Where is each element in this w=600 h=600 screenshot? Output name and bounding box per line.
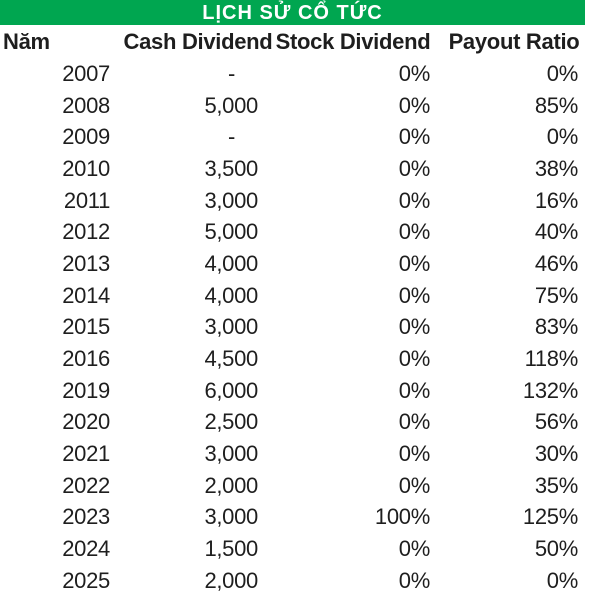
- cash-dividend-cell: 3,000: [204, 187, 258, 213]
- table-row: 2020 2,500 0% 56%: [0, 407, 585, 439]
- stock-dividend-cell: 0%: [398, 187, 431, 213]
- stock-dividend-cell: 0%: [398, 155, 431, 181]
- year-cell: 2020: [62, 409, 110, 435]
- table-row: 2019 6,000 0% 132%: [0, 375, 585, 407]
- table-row: 2021 3,000 0% 30%: [0, 438, 585, 470]
- column-header-stock-dividend: Stock Dividend: [275, 28, 431, 54]
- table-row: 2015 3,000 0% 83%: [0, 312, 585, 344]
- cash-dividend-cell: 5,000: [204, 92, 258, 118]
- stock-dividend-cell: 0%: [398, 441, 431, 467]
- payout-ratio-cell: 125%: [522, 504, 578, 530]
- payout-ratio-cell: 0%: [546, 124, 579, 150]
- table-row: 2025 2,000 0% 0%: [0, 565, 585, 597]
- year-cell: 2009: [62, 124, 110, 150]
- payout-ratio-cell: 30%: [534, 441, 578, 467]
- column-header-year: Năm: [3, 28, 50, 54]
- table-row: 2013 4,000 0% 46%: [0, 248, 585, 280]
- stock-dividend-cell: 0%: [398, 92, 431, 118]
- stock-dividend-cell: 0%: [398, 250, 431, 276]
- table-row: 2012 5,000 0% 40%: [0, 216, 585, 248]
- payout-ratio-cell: 83%: [534, 314, 578, 340]
- payout-ratio-cell: 50%: [534, 536, 578, 562]
- payout-ratio-cell: 85%: [534, 92, 578, 118]
- year-cell: 2021: [62, 441, 110, 467]
- payout-ratio-cell: 132%: [522, 377, 578, 403]
- table-row: 2014 4,000 0% 75%: [0, 280, 585, 312]
- payout-ratio-cell: 35%: [534, 472, 578, 498]
- table-row: 2011 3,000 0% 16%: [0, 185, 585, 217]
- cash-dividend-cell: 4,000: [204, 282, 258, 308]
- table-header-row: Năm Cash Dividend Stock Dividend Payout …: [0, 25, 585, 58]
- column-header-payout-ratio: Payout Ratio: [448, 28, 580, 54]
- cash-dividend-cell: 6,000: [204, 377, 258, 403]
- table-title: LỊCH SỬ CỔ TỨC: [202, 1, 383, 24]
- payout-ratio-cell: 46%: [534, 250, 578, 276]
- stock-dividend-cell: 0%: [398, 314, 431, 340]
- stock-dividend-cell: 0%: [398, 536, 431, 562]
- stock-dividend-cell: 100%: [374, 504, 430, 530]
- payout-ratio-cell: 118%: [524, 346, 579, 372]
- cash-dividend-cell: 2,000: [204, 567, 258, 593]
- payout-ratio-cell: 16%: [534, 187, 578, 213]
- year-cell: 2022: [62, 472, 110, 498]
- table-row: 2007 - 0% 0%: [0, 58, 585, 90]
- table-body: 2007 - 0% 0% 2008 5,000 0% 85% 2009 - 0%…: [0, 58, 600, 597]
- year-cell: 2025: [62, 567, 110, 593]
- stock-dividend-cell: 0%: [398, 567, 431, 593]
- cash-dividend-cell: 3,000: [204, 504, 258, 530]
- stock-dividend-cell: 0%: [398, 409, 431, 435]
- stock-dividend-cell: 0%: [398, 219, 431, 245]
- year-cell: 2016: [62, 346, 110, 372]
- year-cell: 2012: [62, 219, 110, 245]
- table-row: 2008 5,000 0% 85%: [0, 90, 585, 122]
- cash-dividend-cell: 4,500: [204, 346, 258, 372]
- cash-dividend-cell: 3,000: [204, 441, 258, 467]
- payout-ratio-cell: 40%: [534, 219, 578, 245]
- cash-dividend-cell: 2,000: [204, 472, 258, 498]
- year-cell: 2023: [62, 504, 110, 530]
- cash-dividend-cell: -: [227, 124, 235, 150]
- stock-dividend-cell: 0%: [398, 472, 431, 498]
- table-title-bar: LỊCH SỬ CỔ TỨC: [0, 0, 585, 25]
- cash-dividend-cell: 3,500: [204, 155, 258, 181]
- payout-ratio-cell: 56%: [534, 409, 578, 435]
- payout-ratio-cell: 0%: [546, 60, 579, 86]
- stock-dividend-cell: 0%: [398, 377, 431, 403]
- cash-dividend-cell: 2,500: [204, 409, 258, 435]
- stock-dividend-cell: 0%: [398, 60, 431, 86]
- table-row: 2023 3,000 100% 125%: [0, 502, 585, 534]
- year-cell: 2010: [62, 155, 110, 181]
- stock-dividend-cell: 0%: [398, 124, 431, 150]
- cash-dividend-cell: 3,000: [204, 314, 258, 340]
- table-row: 2024 1,500 0% 50%: [0, 533, 585, 565]
- year-cell: 2024: [62, 536, 110, 562]
- payout-ratio-cell: 38%: [534, 155, 578, 181]
- year-cell: 2008: [62, 92, 110, 118]
- cash-dividend-cell: -: [227, 60, 235, 86]
- payout-ratio-cell: 0%: [546, 567, 579, 593]
- table-row: 2009 - 0% 0%: [0, 121, 585, 153]
- cash-dividend-cell: 4,000: [204, 250, 258, 276]
- cash-dividend-cell: 5,000: [204, 219, 258, 245]
- year-cell: 2011: [63, 187, 110, 213]
- table-row: 2016 4,500 0% 118%: [0, 343, 585, 375]
- year-cell: 2014: [62, 282, 110, 308]
- table-row: 2022 2,000 0% 35%: [0, 470, 585, 502]
- payout-ratio-cell: 75%: [534, 282, 578, 308]
- year-cell: 2015: [62, 314, 110, 340]
- year-cell: 2019: [62, 377, 110, 403]
- year-cell: 2007: [62, 60, 110, 86]
- stock-dividend-cell: 0%: [398, 346, 431, 372]
- year-cell: 2013: [62, 250, 110, 276]
- column-header-cash-dividend: Cash Dividend: [123, 28, 273, 54]
- cash-dividend-cell: 1,500: [204, 536, 258, 562]
- stock-dividend-cell: 0%: [398, 282, 431, 308]
- table-row: 2010 3,500 0% 38%: [0, 153, 585, 185]
